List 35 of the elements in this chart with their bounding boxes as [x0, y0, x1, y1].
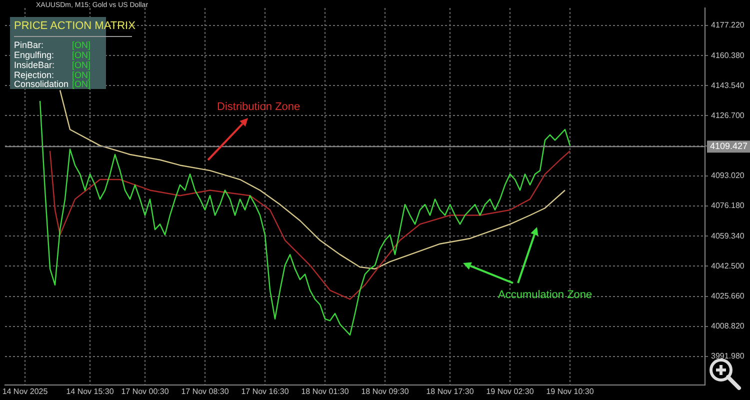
x-tick-label: 19 Nov 02:30: [486, 387, 534, 396]
y-tick-label: 4160.380: [711, 50, 745, 60]
y-tick-label: 4059.340: [711, 231, 745, 240]
x-tick-label: 18 Nov 17:30: [426, 387, 474, 396]
y-tick-label: 4143.540: [711, 80, 745, 90]
annotation: [ON]: [72, 50, 91, 60]
annotation: [ON]: [72, 70, 91, 80]
x-tick-label: 17 Nov 08:30: [181, 387, 230, 396]
annotation: Distribution Zone: [217, 101, 300, 113]
x-tick-label: 19 Nov 10:30: [546, 387, 594, 396]
annotation: Consolidation: [14, 79, 69, 89]
annotation: InsideBar:: [14, 60, 55, 70]
text: PRICE ACTION MATRIX: [14, 20, 136, 32]
ref-line-label: 4109.427: [710, 141, 748, 152]
annotation: Accumulation Zone: [498, 289, 592, 301]
x-tick-label: 14 Nov 2025: [2, 387, 48, 396]
x-tick-label: 18 Nov 01:30: [301, 387, 350, 396]
x-tick-label: 14 Nov 15:30: [66, 387, 114, 396]
annotation: PinBar:: [14, 40, 44, 50]
y-tick-label: 4025.660: [711, 291, 745, 300]
y-tick-label: 4076.180: [711, 201, 745, 210]
annotation: [ON]: [72, 60, 91, 70]
x-tick-label: 17 Nov 16:30: [241, 387, 290, 396]
annotation: [ON]: [72, 79, 91, 89]
y-tick-label: 4042.500: [711, 261, 745, 270]
annotation: [ON]: [72, 40, 91, 50]
y-tick-label: 4093.020: [711, 171, 745, 180]
x-tick-label: 18 Nov 09:30: [361, 387, 410, 396]
annotation: Engulfing:: [14, 50, 54, 60]
y-tick-label: 4177.220: [711, 20, 745, 30]
y-tick-label: 4008.820: [711, 322, 745, 331]
y-tick-label: 4126.700: [711, 110, 745, 120]
x-tick-label: 17 Nov 00:30: [121, 387, 170, 396]
y-tick-label: 3991.980: [711, 352, 745, 361]
annotation: Rejection:: [14, 70, 54, 80]
